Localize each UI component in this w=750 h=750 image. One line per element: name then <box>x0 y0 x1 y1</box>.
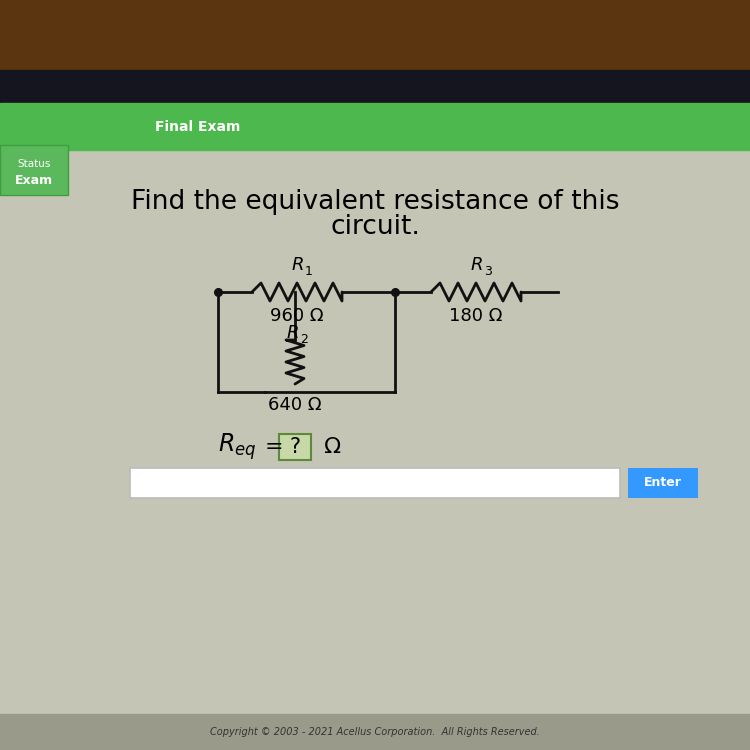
Text: Exam: Exam <box>15 173 53 187</box>
Text: R: R <box>471 256 484 274</box>
Text: Final Exam: Final Exam <box>155 120 240 134</box>
Text: Enter: Enter <box>644 476 682 490</box>
Text: 2: 2 <box>300 333 307 346</box>
Text: 1: 1 <box>305 265 313 278</box>
Bar <box>0 70 750 105</box>
Text: 960 Ω: 960 Ω <box>270 307 324 325</box>
Text: Status: Status <box>17 159 51 169</box>
Bar <box>628 468 698 498</box>
Text: circuit.: circuit. <box>330 214 420 240</box>
Text: R: R <box>292 256 304 274</box>
Text: R: R <box>287 324 299 342</box>
Text: =: = <box>265 437 291 457</box>
Text: ?: ? <box>290 437 301 457</box>
Text: Ω: Ω <box>317 437 341 457</box>
Text: 3: 3 <box>484 265 492 278</box>
FancyBboxPatch shape <box>279 434 311 460</box>
Bar <box>0 148 750 715</box>
Bar <box>130 468 620 498</box>
Bar <box>0 103 750 150</box>
Bar <box>0 145 68 195</box>
Text: Find the equivalent resistance of this: Find the equivalent resistance of this <box>130 189 620 215</box>
Text: Copyright © 2003 - 2021 Acellus Corporation.  All Rights Reserved.: Copyright © 2003 - 2021 Acellus Corporat… <box>210 727 540 737</box>
Bar <box>0 714 750 750</box>
Text: 180 Ω: 180 Ω <box>449 307 503 325</box>
Text: $R_{eq}$: $R_{eq}$ <box>218 432 256 462</box>
Text: 640 Ω: 640 Ω <box>268 396 322 414</box>
